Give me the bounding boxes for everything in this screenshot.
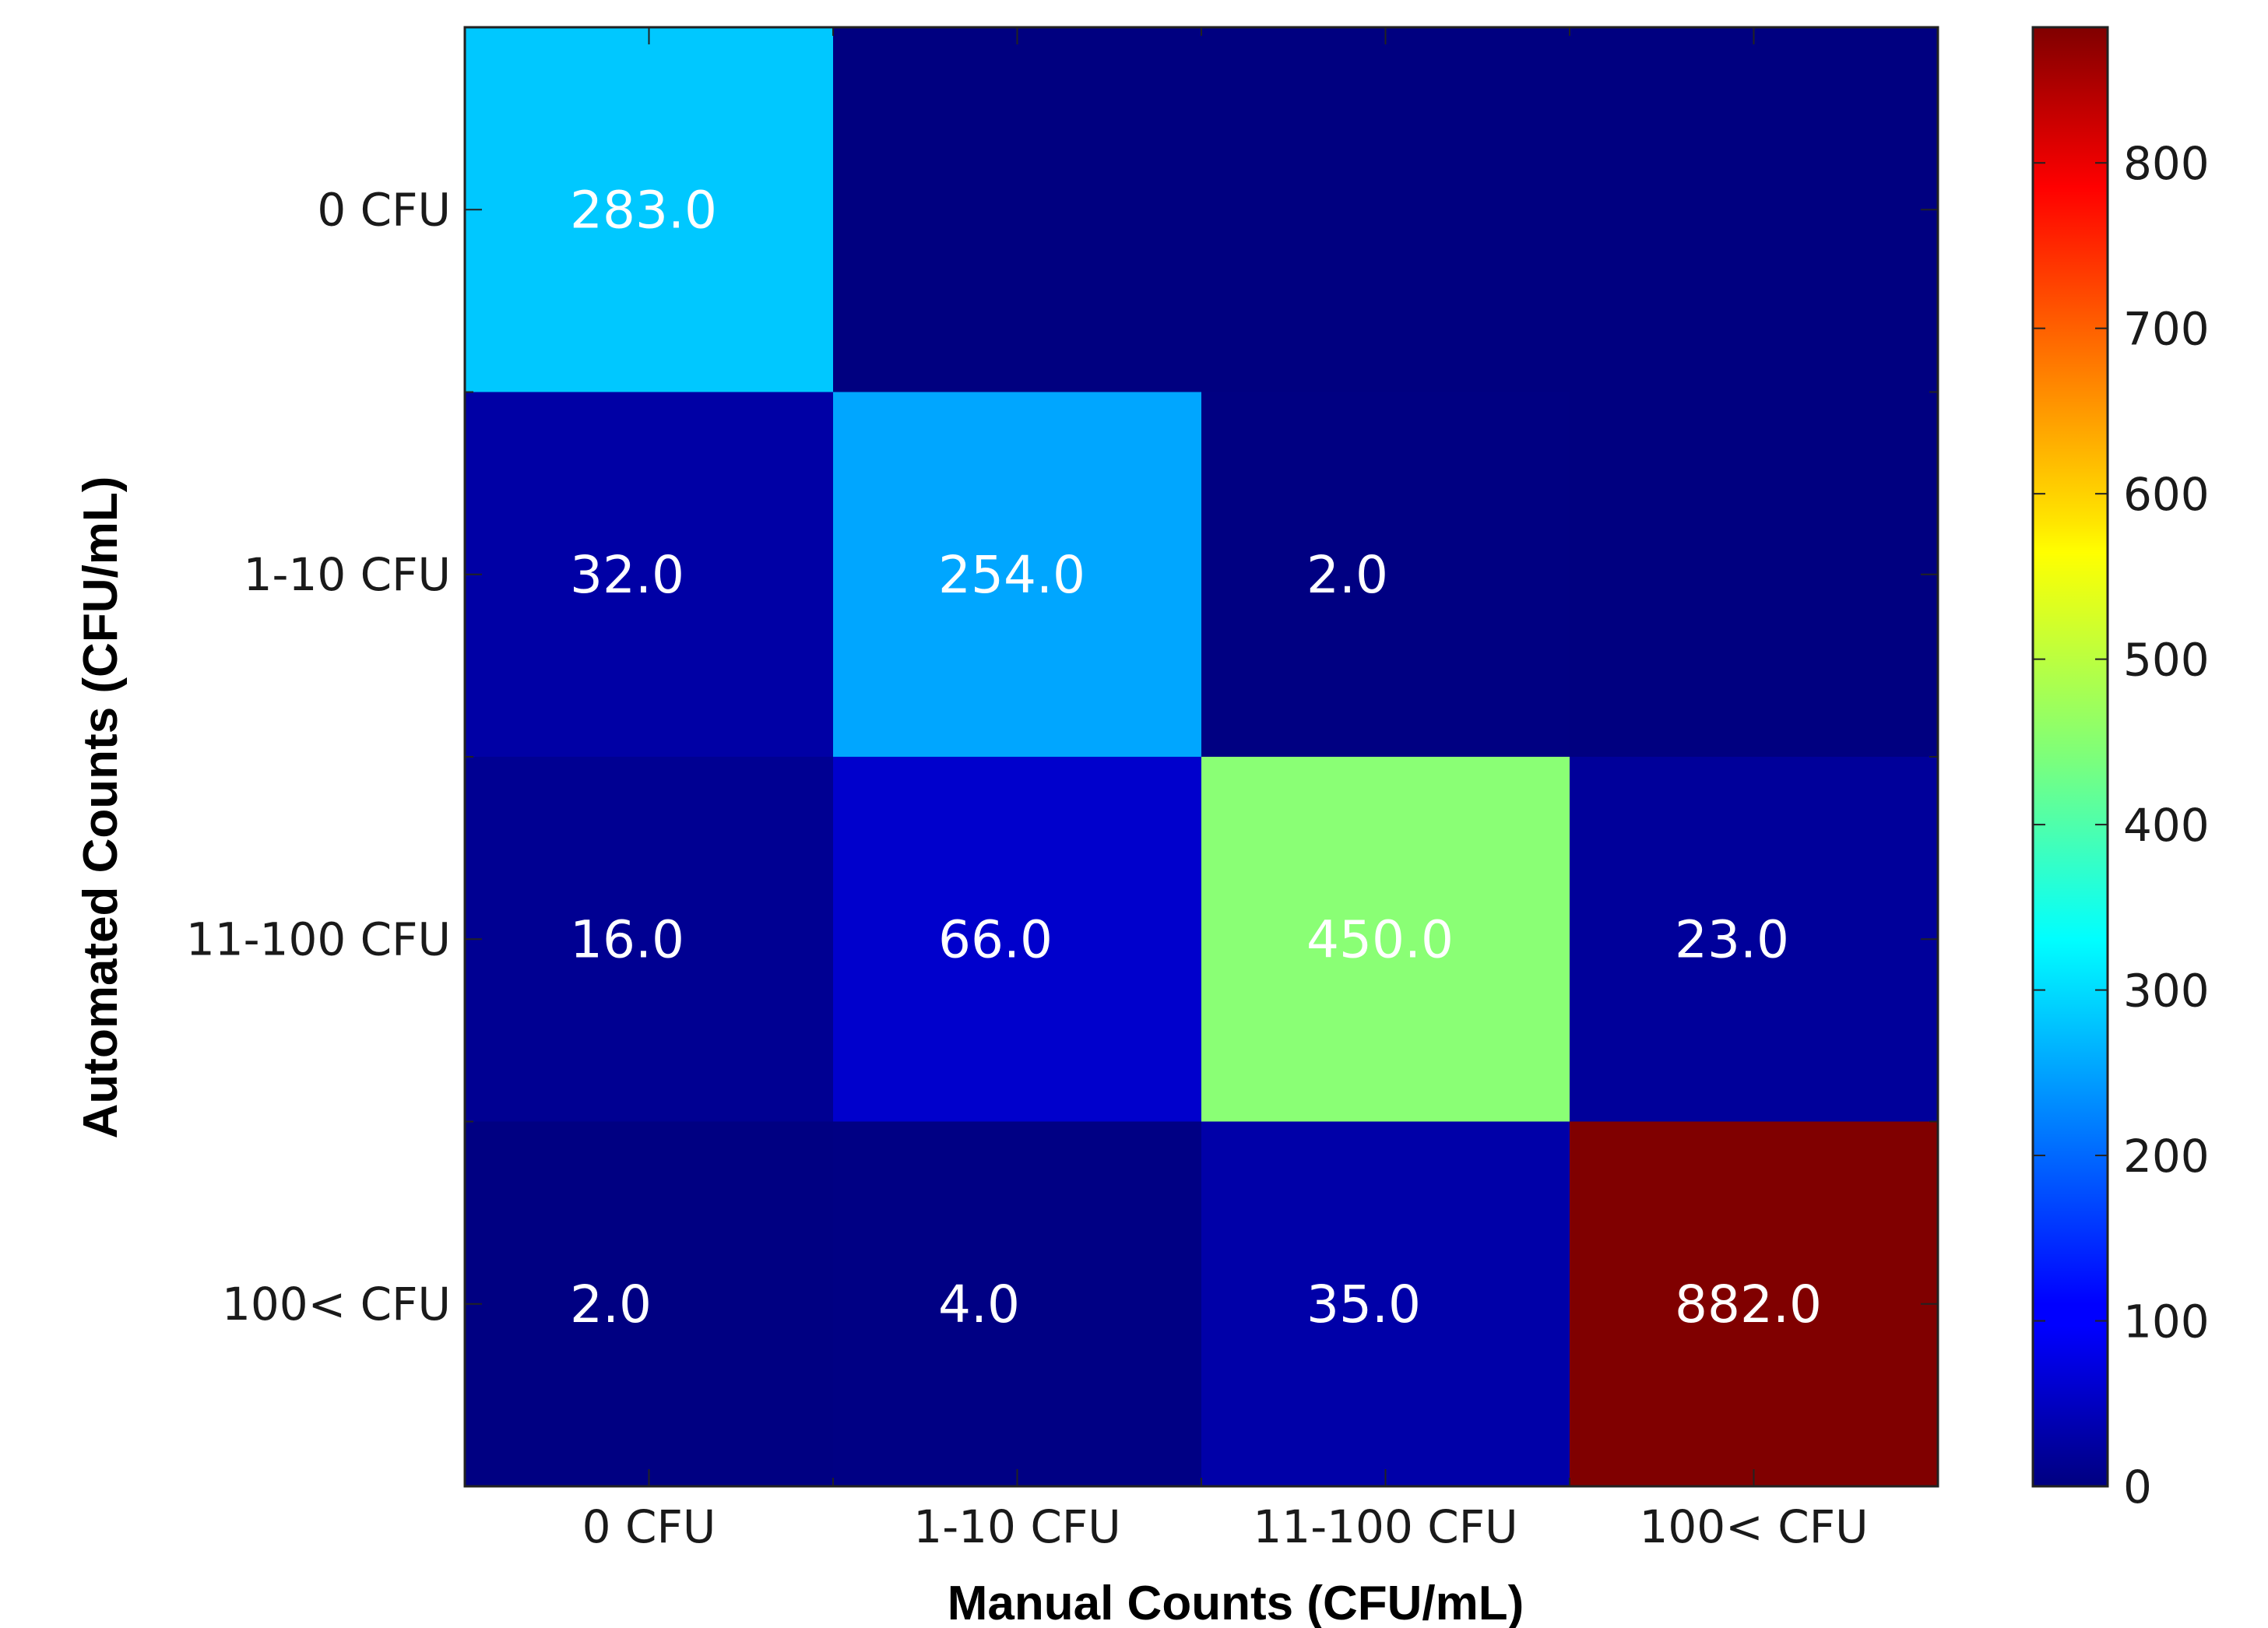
cell-value-label: 254.0 [938,545,1085,605]
heatmap-cell [1570,1121,1939,1487]
cell-value-label: 32.0 [570,545,684,605]
cell-value-label: 450.0 [1306,909,1454,969]
cell-value-label: 23.0 [1675,909,1789,969]
axis-ticks [465,27,1938,1486]
colorbar-frame [2031,26,2109,1488]
colorbar-ticks: 0 100 200 300 400 500 600 700 800 [2033,137,2210,1514]
cell-value-label: 66.0 [938,909,1053,969]
x-axis-title: Manual Counts (CFU/mL) [948,1577,1524,1628]
heatmap-cell [465,1121,834,1487]
colorbar-tick-label: 600 [2123,468,2210,521]
heatmap-cell [833,757,1202,1123]
heatmap-cell [1201,1121,1570,1487]
y-tick-label: 1-10 CFU [244,548,451,601]
heatmap-cell [1570,757,1939,1123]
cell-value-label: 2.0 [1306,545,1388,605]
x-tick-label: 11-100 CFU [1253,1500,1517,1553]
y-tick-label: 0 CFU [317,183,451,236]
heatmap-cells [465,27,1939,1487]
heatmap-cell [1201,392,1570,758]
y-tick-label: 11-100 CFU [186,912,451,965]
heatmap-cell [833,392,1202,758]
colorbar-tick-label: 100 [2123,1296,2210,1348]
heatmap-cell [833,27,1202,393]
y-axis-tick-labels: 0 CFU 1-10 CFU 11-100 CFU 100< CFU [186,183,451,1331]
heatmap-cell [465,757,834,1123]
heatmap-cell [1570,27,1939,393]
cell-value-label: 882.0 [1675,1275,1822,1334]
colorbar-tick-label: 300 [2123,965,2210,1018]
heatmap-cell [833,1121,1202,1487]
cell-value-label: 2.0 [570,1275,652,1334]
x-tick-label: 0 CFU [582,1500,716,1553]
x-tick-label: 100< CFU [1639,1500,1868,1553]
y-tick-label: 100< CFU [222,1278,451,1331]
heatmap-cell [465,27,834,393]
x-tick-label: 1-10 CFU [913,1500,1120,1553]
heatmap-cell [1201,27,1570,393]
cell-value-label: 283.0 [570,180,717,240]
y-axis-title: Automated Counts (CFU/mL) [74,476,128,1139]
colorbar-tick-label: 0 [2123,1461,2152,1514]
colorbar-gradient [2033,27,2108,1486]
colorbar: 0 100 200 300 400 500 600 700 800 [2031,26,2210,1514]
heatmap-cell-labels: 283.0 32.0 254.0 2.0 16.0 66.0 450.0 23.0 2.0 4.0… [570,180,1822,1334]
colorbar-tick-label: 200 [2123,1130,2210,1183]
cell-value-label: 4.0 [938,1275,1020,1334]
cell-value-label: 35.0 [1306,1275,1421,1334]
colorbar-tick-label: 500 [2123,634,2210,687]
cell-value-label: 16.0 [570,909,684,969]
heatmap-cell [1570,392,1939,758]
x-axis-tick-labels: 0 CFU 1-10 CFU 11-100 CFU 100< CFU [582,1500,1869,1553]
colorbar-tick-label: 400 [2123,799,2210,852]
heatmap-cell [1201,757,1570,1123]
colorbar-tick-label: 700 [2123,303,2210,356]
heatmap-cell [465,392,834,758]
colorbar-tick-label: 800 [2123,137,2210,190]
